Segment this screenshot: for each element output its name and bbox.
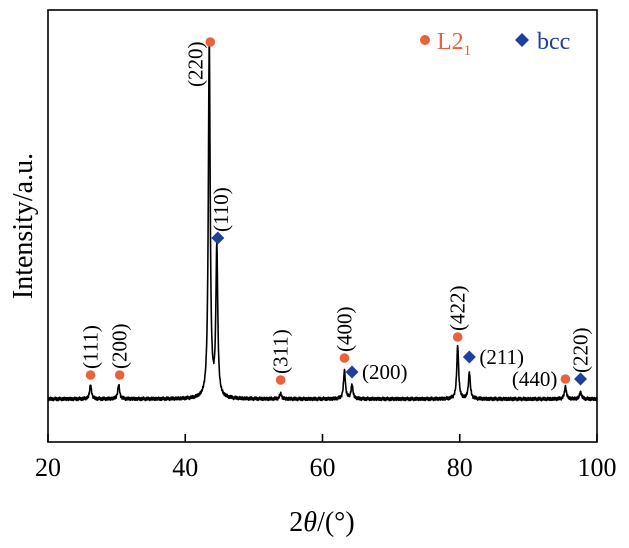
peak-hkl-label: (440) bbox=[512, 367, 558, 391]
bcc-peak-marker bbox=[345, 365, 359, 379]
peak-markers bbox=[85, 37, 588, 386]
x-tick-label: 20 bbox=[35, 453, 61, 482]
y-axis-title: Intensity/a.u. bbox=[8, 153, 39, 299]
x-tick-label: 40 bbox=[172, 453, 198, 482]
x-tick-label: 100 bbox=[578, 453, 617, 482]
bcc-peak-marker bbox=[574, 372, 588, 386]
l21-peak-marker bbox=[275, 375, 286, 385]
legend-bcc-label: bcc bbox=[537, 29, 570, 55]
peak-hkl-label: (220) bbox=[183, 42, 207, 88]
legend-bcc-marker bbox=[515, 33, 529, 47]
peak-hkl-label: (311) bbox=[269, 329, 293, 374]
peak-hkl-label: (422) bbox=[446, 286, 470, 332]
peak-hkl-label: (200) bbox=[362, 360, 408, 384]
l21-peak-marker bbox=[205, 37, 216, 47]
peak-hkl-label: (110) bbox=[209, 187, 233, 232]
x-tick-label: 80 bbox=[447, 453, 473, 482]
x-tick-label: 60 bbox=[310, 453, 336, 482]
legend-l21-marker bbox=[420, 35, 430, 45]
peak-hkl-label: (400) bbox=[332, 307, 356, 353]
x-ticks: 20 40 60 80 100 bbox=[35, 434, 617, 482]
legend-l21-label: L21 bbox=[437, 29, 471, 59]
bcc-peak-marker bbox=[211, 231, 225, 245]
peak-hkl-label: (220) bbox=[569, 328, 593, 374]
peak-hkl-label: (211) bbox=[479, 345, 524, 369]
peak-labels: (111) (200)(220)(110)(311) (400)(200)(422)… bbox=[79, 42, 593, 392]
l21-peak-marker bbox=[339, 353, 350, 363]
l21-peak-marker bbox=[560, 374, 571, 384]
l21-peak-marker bbox=[114, 370, 125, 380]
peak-hkl-label: (200) bbox=[108, 324, 132, 370]
legend: L21 bcc bbox=[420, 29, 570, 59]
l21-peak-marker bbox=[452, 332, 463, 342]
bcc-peak-marker bbox=[462, 350, 476, 364]
xrd-pattern-line bbox=[47, 43, 598, 402]
l21-peak-marker bbox=[85, 370, 96, 380]
peak-hkl-label: (111) bbox=[79, 325, 103, 369]
x-axis-title: 2θ/(°) bbox=[289, 507, 354, 538]
